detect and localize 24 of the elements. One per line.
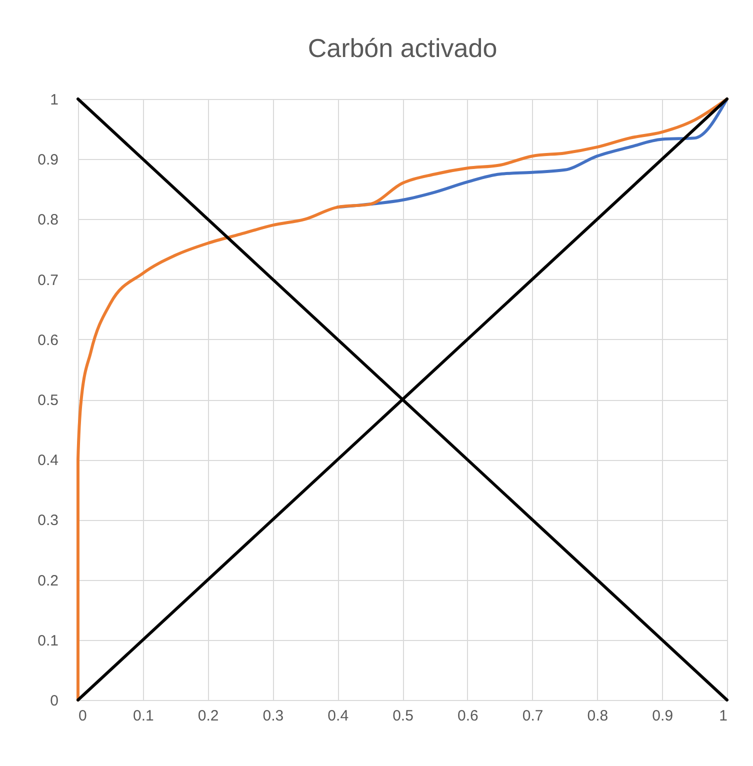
y-tick-label: 0.2 xyxy=(38,572,58,590)
y-tick-label: 0.4 xyxy=(38,452,58,470)
x-tick-label: 1 xyxy=(719,708,728,724)
y-tick-label: 0.6 xyxy=(38,332,58,349)
x-tick-label: 0.1 xyxy=(132,708,154,724)
x-tick-label: 0.6 xyxy=(457,708,478,724)
x-tick-label: 0 xyxy=(78,708,87,724)
x-tick-label: 0.4 xyxy=(328,708,349,724)
y-tick-label: 0.9 xyxy=(38,152,58,169)
x-tick-label: 0.7 xyxy=(522,708,544,724)
x-tick-label: 0.9 xyxy=(652,708,674,724)
y-tick-label: 0.5 xyxy=(38,392,58,409)
x-tick-label: 0.3 xyxy=(262,708,284,724)
y-tick-label: 1 xyxy=(50,92,58,108)
x-tick-label: 0.2 xyxy=(198,708,219,724)
x-tick-label: 0.5 xyxy=(392,708,414,724)
y-tick-label: 0.1 xyxy=(38,632,58,650)
y-tick-label: 0 xyxy=(50,692,58,710)
y-tick-label: 0.7 xyxy=(38,272,58,289)
y-tick-label: 0.8 xyxy=(38,212,58,229)
chart-title: Carbón activado xyxy=(308,33,498,63)
y-tick-label: 0.3 xyxy=(38,512,58,530)
line-series xyxy=(76,98,728,702)
x-tick-label: 0.8 xyxy=(587,708,608,724)
